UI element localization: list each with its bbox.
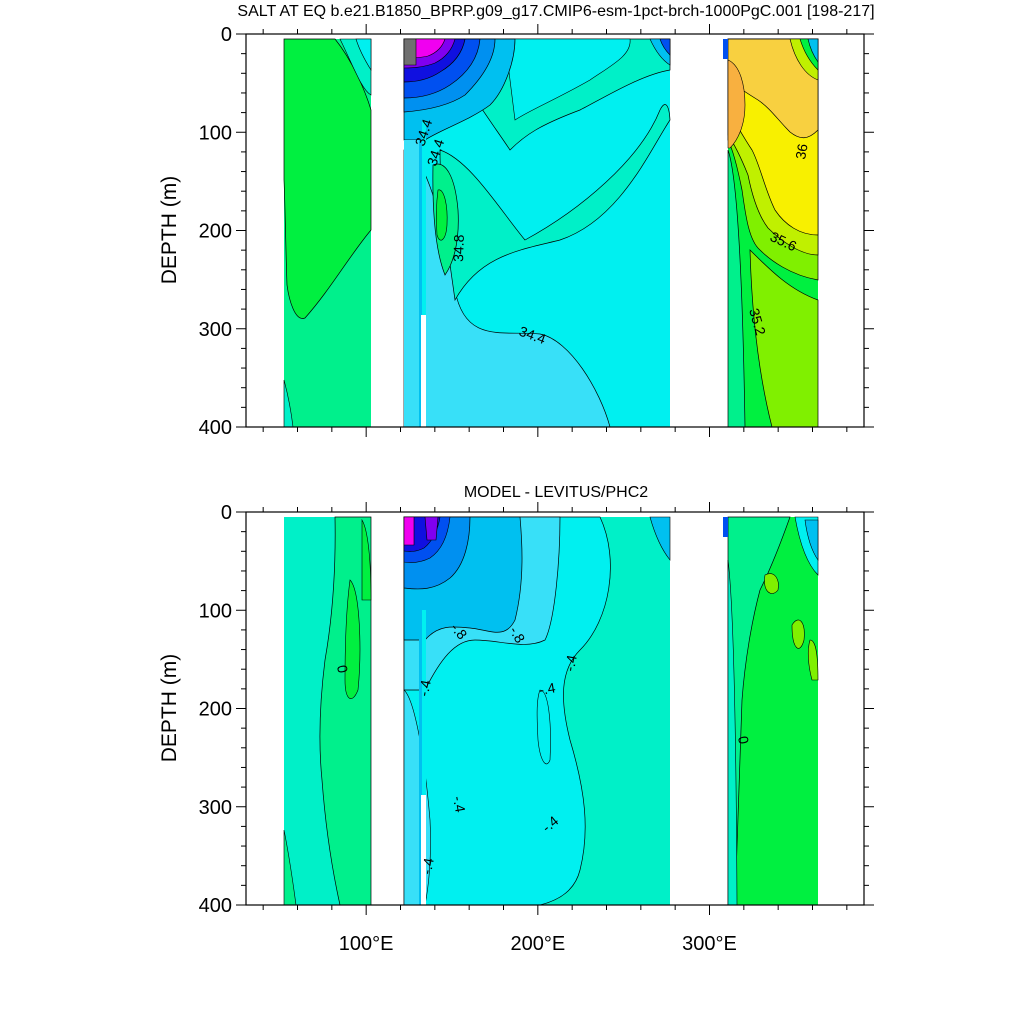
- top-pacific-warmpool-7: [403, 38, 417, 66]
- top-axes: 0 100 200 300 400: [199, 24, 874, 439]
- top-atlantic-west-dark: [723, 39, 728, 59]
- y-tick-label: 200: [199, 699, 232, 721]
- top-panel-field: [283, 38, 819, 427]
- top-pacific-east-surface-2: [659, 38, 671, 56]
- top-pacific-deep-lightblue: [403, 149, 611, 427]
- bot-atlantic-lime-1: [764, 573, 779, 594]
- bot-pacific-magenta: [403, 516, 415, 546]
- top-indian-green-tongue: [283, 38, 372, 319]
- top-indian-bottom-band: [283, 379, 294, 427]
- y-tick-label: 300: [199, 797, 232, 819]
- top-pacific-core-max: [436, 189, 448, 241]
- bot-atlantic-west-dark: [723, 517, 728, 537]
- top-indian-surface-lens-2: [355, 38, 372, 72]
- bottom-panel-field: [283, 516, 819, 905]
- bot-itf-gap: [421, 795, 426, 905]
- bottom-contour-label: 0: [334, 664, 351, 675]
- x-tick-label: 100°E: [339, 933, 394, 955]
- bottom-panel-title: MODEL - LEVITUS/PHC2: [464, 484, 648, 501]
- bot-itf-strip-1: [419, 610, 422, 905]
- bottom-axes: 0 100 200 300 400 100°E 200°E 300°E: [199, 502, 874, 955]
- top-itf-strip-2: [419, 120, 422, 427]
- bottom-contour-label: -.8: [506, 624, 528, 646]
- y-tick-label: 0: [221, 502, 232, 524]
- bot-itf-strip-2: [422, 610, 426, 905]
- top-contour-label: 35.2: [746, 306, 769, 337]
- y-tick-label: 400: [199, 417, 232, 439]
- bottom-contour-label: -.4: [415, 678, 434, 697]
- bot-pacific-magenta-2: [424, 516, 439, 541]
- bot-indian-green-patch-2: [361, 518, 372, 601]
- y-tick-label: 200: [199, 221, 232, 243]
- bot-atlantic-aquamarine: [727, 559, 738, 905]
- bot-pacific-east-dark: [649, 516, 671, 561]
- top-contour-label: 36: [792, 142, 810, 160]
- y-tick-label: 0: [221, 24, 232, 46]
- bot-atlantic-seagreen: [727, 516, 791, 905]
- x-tick-label: 300°E: [682, 933, 737, 955]
- top-itf-gap: [421, 315, 426, 427]
- bot-pacific-mid-cyan-tongue: [536, 689, 551, 765]
- top-atlantic-orange: [727, 59, 746, 149]
- bottom-contour-label: -.4: [561, 653, 580, 672]
- x-tick-label: 200°E: [510, 933, 565, 955]
- bot-atlantic-lime-2: [791, 619, 805, 649]
- bottom-contour-label: -.4: [450, 795, 469, 814]
- top-itf-strip-1: [404, 140, 419, 427]
- y-tick-label: 300: [199, 319, 232, 341]
- top-atlantic-west-strip: [727, 149, 746, 427]
- top-contour-labels: 34.4 34.4 34.8 34.4 35.2 35.6 36: [412, 117, 811, 347]
- top-atlantic-surface-3: [807, 38, 819, 63]
- bot-atlantic-surface-sky: [804, 519, 819, 561]
- top-panel-title: SALT AT EQ b.e21.B1850_BPRP.g09_g17.CMIP…: [237, 3, 874, 20]
- top-pacific-thermocline-tongue: [439, 104, 671, 302]
- top-contour-label: 34.8: [450, 234, 467, 262]
- y-tick-label: 100: [199, 600, 232, 622]
- bottom-contour-label: -.4: [538, 679, 557, 698]
- bottom-contour-label: 0: [735, 735, 752, 746]
- top-itf-strip-3: [422, 120, 426, 427]
- y-tick-label: 400: [199, 895, 232, 917]
- top-pacific-upper-inner: [504, 38, 631, 121]
- bottom-ylabel: DEPTH (m): [158, 654, 181, 763]
- bot-indian-green-patch: [344, 579, 361, 700]
- top-ylabel: DEPTH (m): [158, 176, 181, 285]
- bottom-contour-label: -.4: [418, 856, 437, 875]
- y-tick-label: 100: [199, 122, 232, 144]
- bot-atlantic-lime-3: [807, 639, 819, 681]
